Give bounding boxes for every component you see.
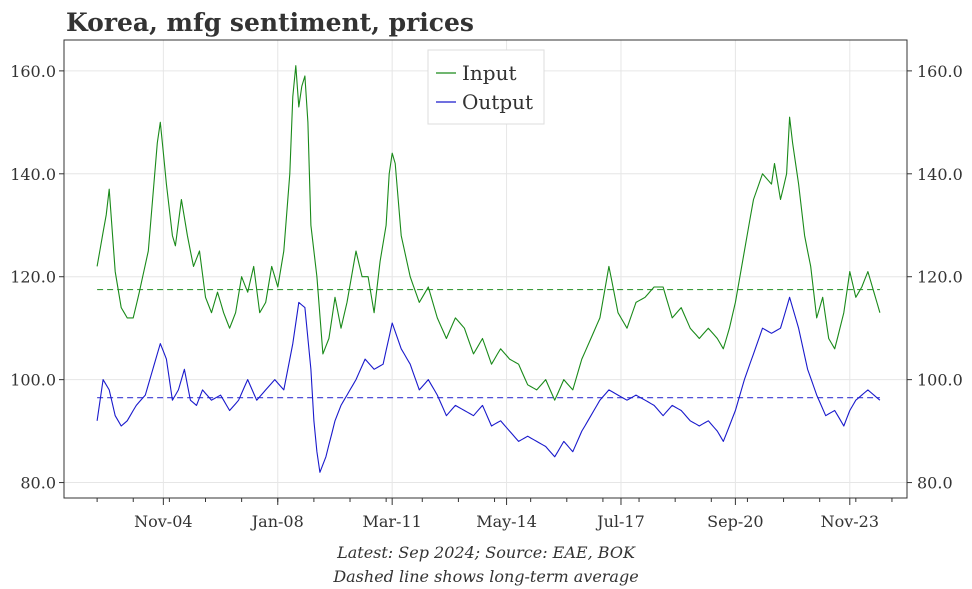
x-tick-label: Jan-08 — [250, 512, 304, 531]
y-tick-label-right: 160.0 — [917, 62, 963, 81]
x-tick-label: Mar-11 — [362, 512, 421, 531]
y-tick-label-left: 160.0 — [10, 62, 56, 81]
series-line-output — [96, 296, 881, 473]
chart-title: Korea, mfg sentiment, prices — [66, 8, 474, 37]
footnote-source: Latest: Sep 2024; Source: EAE, BOK — [336, 543, 636, 562]
legend: Input Output — [427, 49, 545, 125]
x-tick-label: Nov-23 — [821, 512, 879, 531]
y-tick-label-right: 80.0 — [917, 474, 953, 493]
legend-box — [427, 49, 545, 125]
series-line-input — [96, 65, 881, 401]
legend-label-input: Input — [462, 61, 517, 85]
x-axis: Nov-04 Jan-08 Mar-11 May-14 Jul-17 Sep-20 Nov-… — [96, 498, 893, 531]
x-tick-label: May-14 — [476, 512, 537, 531]
y-axis-right: 80.0 100.0 120.0 140.0 160.0 — [907, 62, 963, 493]
footnote-note: Dashed line shows long-term average — [332, 567, 638, 586]
y-tick-label-right: 140.0 — [917, 165, 963, 184]
series-lines — [96, 65, 881, 473]
y-axis-left: 80.0 100.0 120.0 140.0 160.0 — [10, 62, 64, 493]
y-tick-label-left: 80.0 — [20, 474, 56, 493]
y-tick-label-right: 100.0 — [917, 371, 963, 390]
y-tick-label-right: 120.0 — [917, 268, 963, 287]
x-tick-label: Jul-17 — [595, 512, 645, 531]
plot-frame — [63, 39, 908, 499]
x-tick-label: Sep-20 — [707, 512, 763, 531]
y-tick-label-left: 100.0 — [10, 371, 56, 390]
x-tick-label: Nov-04 — [134, 512, 192, 531]
y-tick-label-left: 140.0 — [10, 165, 56, 184]
legend-label-output: Output — [462, 90, 533, 114]
y-tick-label-left: 120.0 — [10, 268, 56, 287]
average-lines — [97, 289, 880, 399]
